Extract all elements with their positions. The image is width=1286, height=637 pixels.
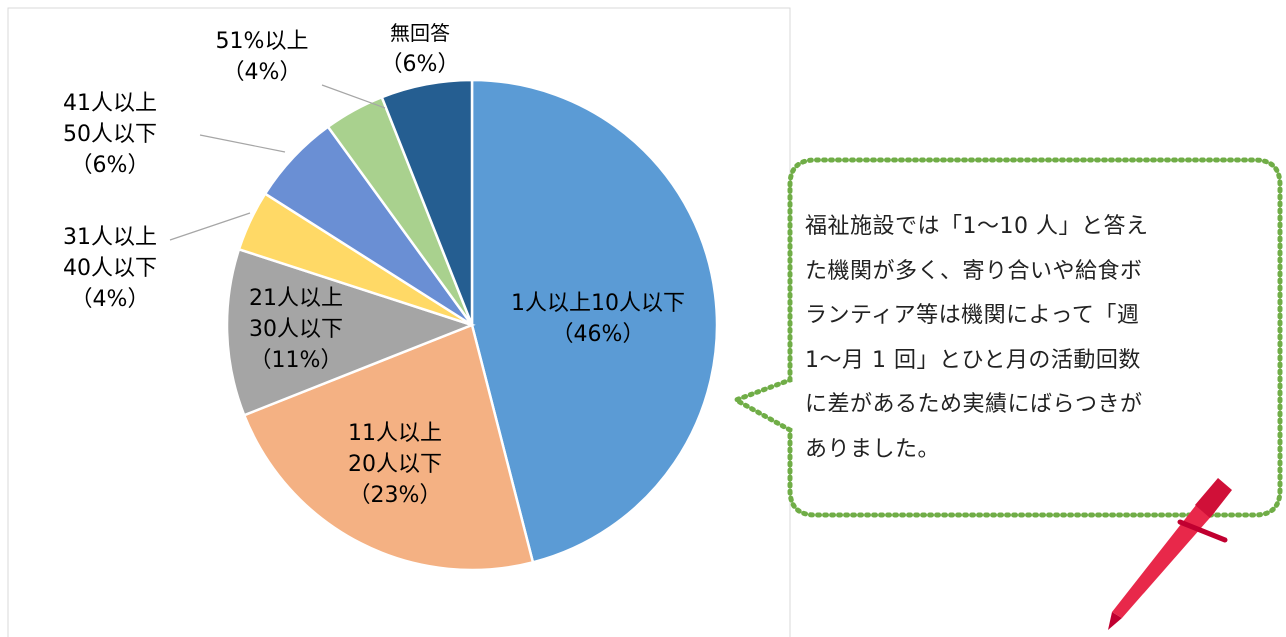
slice-value-label: （46%）	[552, 322, 645, 347]
slice-value-label: （6%）	[381, 52, 460, 77]
slice-label: 51%以上	[216, 29, 309, 54]
slice-value-label: （4%）	[223, 60, 302, 85]
page: {"chart_data": {"type": "pie", "categori…	[0, 0, 1286, 637]
slice-value-label: （23%）	[349, 483, 442, 508]
slice-label: 無回答	[390, 21, 450, 45]
slice-value-label: （11%）	[250, 348, 343, 373]
slice-value-label: （4%）	[71, 287, 150, 312]
slice-label: 1人以上10人以下	[511, 291, 685, 316]
slice-value-label: （6%）	[71, 153, 150, 178]
callout-text: 福祉施設では「1～10 人」と答え た機関が多く、寄り合いや給食ボ ランティア等…	[805, 205, 1275, 472]
